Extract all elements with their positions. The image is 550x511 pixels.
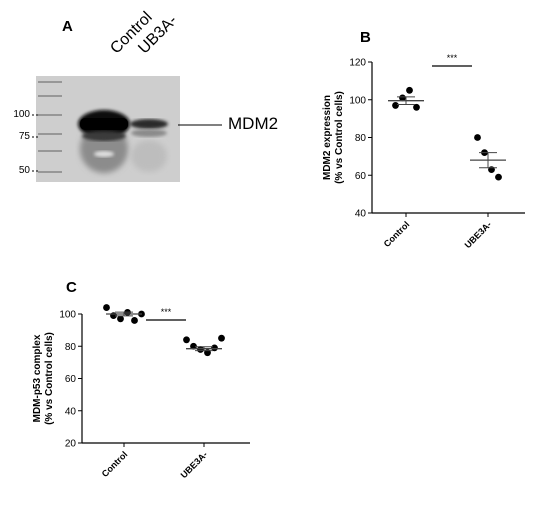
y-axis-label-line2: (% vs Control cells) [334, 91, 345, 184]
y-tick-label: 80 [65, 342, 77, 353]
control-lane-bands [78, 110, 130, 173]
ub3a-lane-bands [130, 119, 168, 172]
x-tick-label: UBE3A- [179, 449, 210, 480]
y-tick-label: 100 [349, 95, 366, 106]
y-axis-label-line1: MDM2 expression [322, 95, 333, 180]
data-point [117, 315, 124, 323]
data-point [495, 173, 502, 181]
y-tick-label: 20 [65, 439, 77, 450]
significance-label: *** [447, 53, 458, 63]
data-point [474, 134, 481, 141]
y-axis-label-line1: MDM-p53 complex [32, 334, 43, 422]
y-tick-label: 40 [65, 406, 77, 417]
panel-letter-c: C [66, 279, 77, 296]
y-tick-label: 120 [349, 58, 366, 69]
panel-letter-b: B [360, 29, 371, 46]
y-tick-label: 80 [355, 133, 367, 144]
data-point [211, 344, 218, 352]
y-axis-label-line2: (% vs Control cells) [44, 332, 55, 425]
ladder-lane [38, 81, 62, 173]
marker-label-100: 100 [13, 109, 30, 120]
data-point [413, 103, 420, 111]
western-blot-image [36, 76, 180, 182]
data-point [190, 342, 197, 350]
data-point [392, 102, 399, 109]
y-tick-label: 100 [59, 310, 76, 321]
data-point [103, 304, 110, 311]
x-tick-label: Control [100, 449, 130, 479]
y-tick-label: 60 [65, 374, 77, 385]
data-point [197, 346, 204, 353]
marker-label-75: 75 [18, 131, 30, 142]
data-point [131, 317, 138, 324]
marker-label-50: 50 [18, 165, 30, 176]
y-tick-label: 40 [355, 209, 367, 220]
data-point [183, 336, 190, 344]
y-tick-label: 60 [355, 171, 367, 182]
significance-label: *** [161, 307, 172, 317]
protein-label-mdm2: MDM2 [228, 114, 279, 133]
panel-a-letter: A [62, 18, 73, 35]
data-point [406, 86, 413, 94]
data-point [399, 94, 406, 102]
data-point [218, 334, 225, 342]
